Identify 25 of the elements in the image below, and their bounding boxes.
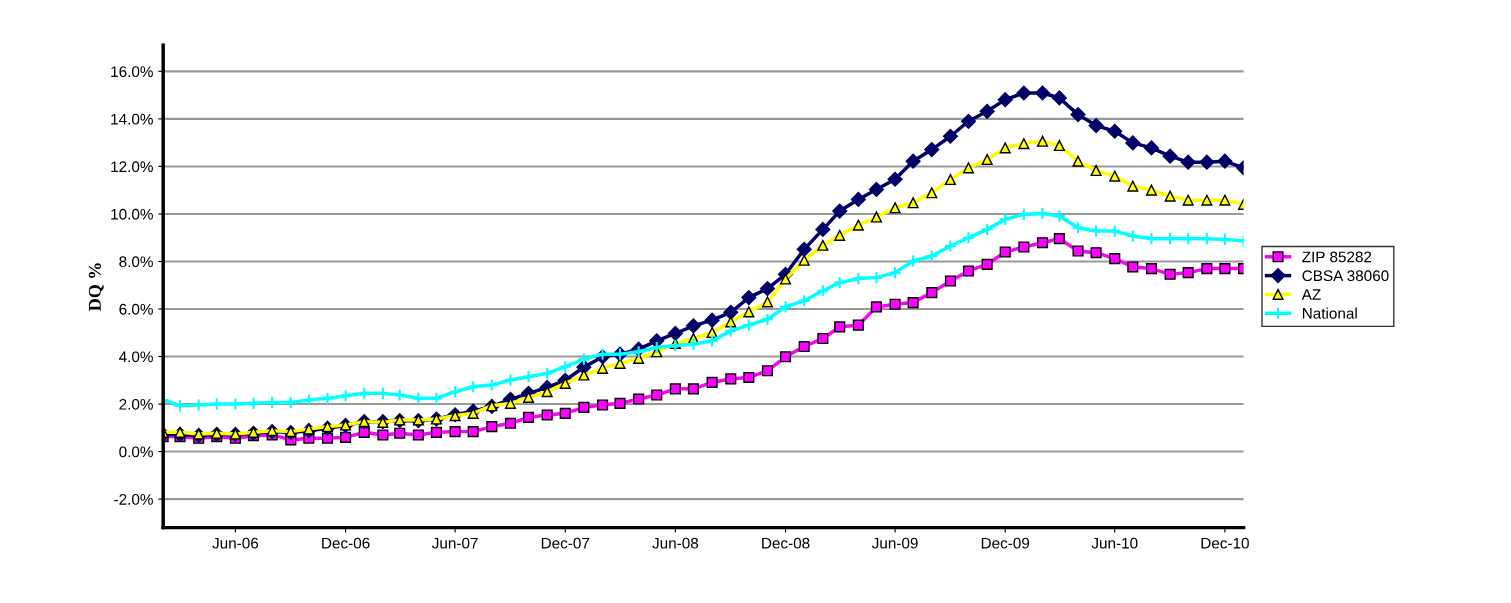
x-tick-label: Dec-10 (1201, 537, 1249, 549)
y-tick-label: 6.0% (119, 303, 153, 315)
x-tick-label: Jun-06 (212, 537, 259, 549)
y-tick-label: 0.0% (119, 446, 153, 458)
legend-label: National (1302, 307, 1357, 319)
y-axis-title: DQ % (88, 263, 104, 311)
x-tick-label: Jun-07 (431, 537, 478, 549)
y-tick-label: 2.0% (119, 398, 153, 410)
x-tick-label: Jun-08 (652, 537, 699, 549)
x-tick-label: Dec-09 (981, 537, 1030, 549)
y-tick-label: -2.0% (114, 493, 153, 505)
legend-label: CBSA 38060 (1302, 270, 1389, 282)
x-tick-label: Dec-06 (322, 537, 370, 549)
y-tick-label: 4.0% (119, 351, 153, 363)
y-tick-label: 8.0% (119, 256, 153, 268)
x-tick-label: Dec-08 (762, 537, 810, 549)
x-tick-label: Dec-07 (541, 537, 590, 549)
legend-label: ZIP 85282 (1302, 251, 1372, 263)
legend-label: AZ (1301, 289, 1321, 300)
y-tick-label: 10.0% (111, 208, 153, 220)
x-tick-label: Jun-09 (871, 537, 918, 549)
y-tick-label: 12.0% (111, 161, 153, 173)
x-tick-label: Jun-10 (1091, 537, 1138, 549)
y-tick-label: 16.0% (111, 66, 153, 78)
y-tick-label: 14.0% (111, 113, 153, 125)
